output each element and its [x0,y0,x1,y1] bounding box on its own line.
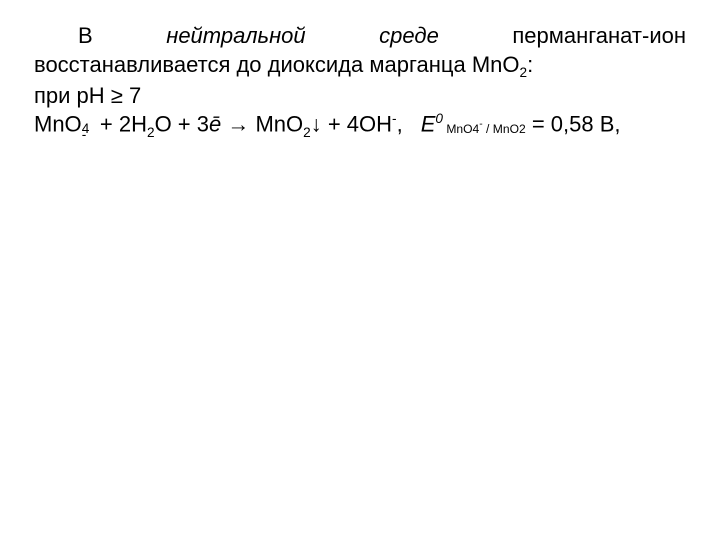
eq-E: E [421,112,436,137]
eq-sub2b: 2 [303,125,311,140]
eq-ebar: ē [209,112,221,137]
document-page: В нейтральной среде перманганат-ион восс… [0,0,720,142]
ph-condition: при рН ≥ 7 [34,82,686,111]
intro-prefix: В [78,23,166,48]
eq-sup0: 0 [435,111,443,126]
equation-line: MnO4- + 2H2O + 3ē → MnO2↓ + 4OH-,E0 MnO4… [34,110,686,141]
eq-arrow-mno2: → MnO [221,112,303,137]
sub-2: 2 [520,65,528,80]
e0-sub-text: MnO4- / MnO2 [443,122,526,136]
eq-oh-sup: - [392,111,397,126]
eq-down-oh: ↓ + 4OH [311,112,392,137]
intro-italic: нейтральной среде [166,23,439,48]
eq-o-plus-e: O + 3 [155,112,209,137]
eq-comma: , [397,112,403,137]
colon: : [527,52,533,77]
intro-paragraph: В нейтральной среде перманганат-ион восс… [34,22,686,82]
eq-h2o-sub: 2 [147,125,155,140]
e0-sub-superminus: - [479,119,482,130]
eq-value: = 0,58 В, [526,112,621,137]
eq-plus-h2o: + 2H [94,112,147,137]
mno2: MnO [472,52,520,77]
eq-supminus: - [82,126,87,144]
eq-mno4: MnO [34,112,82,137]
e0-subscript: MnO4- / MnO2 [443,122,526,136]
ph-text: при рН ≥ 7 [34,83,141,108]
